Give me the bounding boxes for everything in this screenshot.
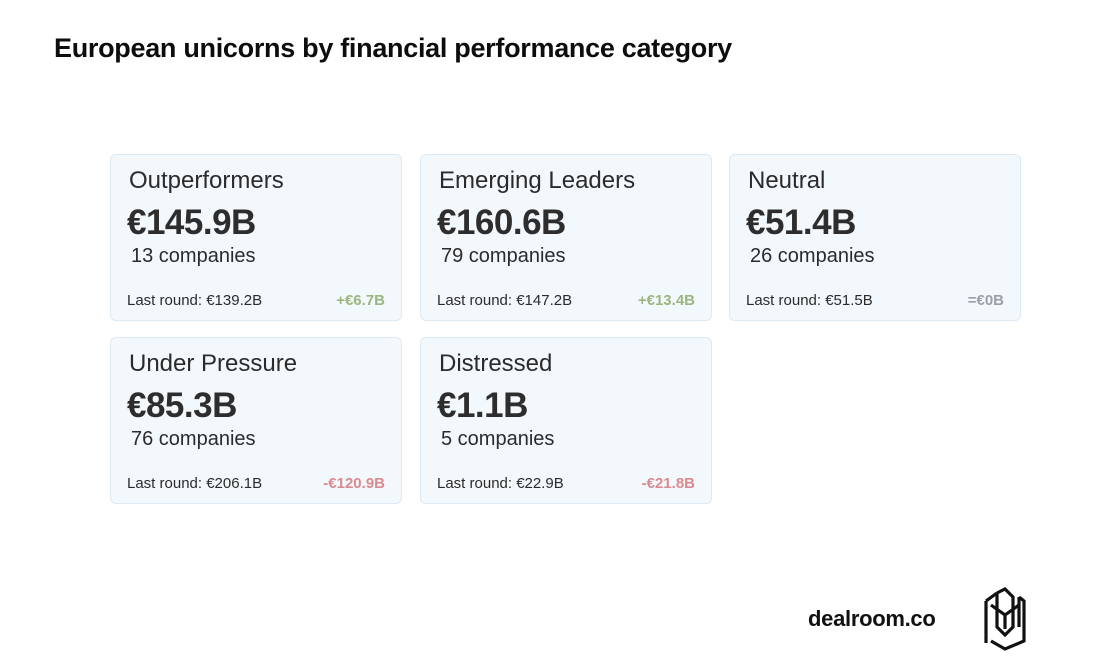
card-category: Distressed	[439, 350, 553, 377]
card-neutral: Neutral €51.4B 26 companies Last round: …	[729, 154, 1021, 321]
card-delta: =€0B	[967, 292, 1004, 309]
card-count: 13 companies	[131, 245, 256, 267]
card-value: €145.9B	[127, 203, 256, 242]
card-delta: -€21.8B	[641, 475, 695, 492]
card-value: €160.6B	[437, 203, 566, 242]
card-category: Neutral	[748, 167, 826, 194]
card-value: €85.3B	[127, 386, 237, 425]
card-distressed: Distressed €1.1B 5 companies Last round:…	[420, 337, 712, 504]
card-emerging-leaders: Emerging Leaders €160.6B 79 companies La…	[420, 154, 712, 321]
card-outperformers: Outperformers €145.9B 13 companies Last …	[110, 154, 402, 321]
card-last-round: Last round: €206.1B	[127, 475, 263, 492]
brand-wordmark: dealroom.co	[808, 606, 936, 631]
card-category: Under Pressure	[129, 350, 298, 377]
card-category: Emerging Leaders	[439, 167, 636, 194]
card-value: €1.1B	[437, 386, 528, 425]
card-count: 26 companies	[750, 245, 875, 267]
card-delta: -€120.9B	[323, 475, 385, 492]
card-count: 79 companies	[441, 245, 566, 267]
card-last-round: Last round: €139.2B	[127, 292, 263, 309]
card-count: 76 companies	[131, 428, 256, 450]
card-category: Outperformers	[129, 167, 284, 194]
card-last-round: Last round: €147.2B	[437, 292, 573, 309]
page-title: European unicorns by financial performan…	[54, 33, 732, 63]
card-value: €51.4B	[746, 203, 856, 242]
card-under-pressure: Under Pressure €85.3B 76 companies Last …	[110, 337, 402, 504]
card-count: 5 companies	[441, 428, 555, 450]
card-delta: +€13.4B	[637, 292, 695, 309]
card-last-round: Last round: €51.5B	[746, 292, 873, 309]
card-delta: +€6.7B	[336, 292, 385, 309]
dealroom-logo-icon	[984, 587, 1026, 651]
card-last-round: Last round: €22.9B	[437, 475, 564, 492]
